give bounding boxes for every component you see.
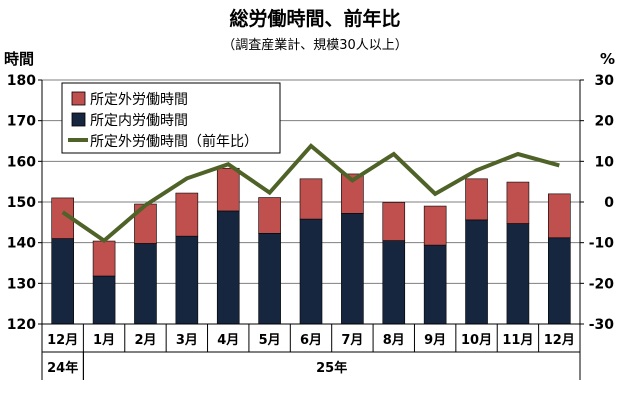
left-tick-label: 150: [7, 195, 36, 211]
legend-swatch-scheduled: [71, 112, 86, 127]
legend-label-yoy: 所定外労働時間（前年比）: [90, 133, 258, 150]
right-tick-label: 10: [595, 154, 615, 170]
right-axis-unit: %: [600, 50, 615, 68]
category-label: 7月: [341, 333, 363, 348]
category-label: 6月: [300, 333, 322, 348]
bar-overtime: [548, 193, 571, 239]
bar-overtime: [299, 178, 323, 220]
left-tick-label: 180: [7, 73, 36, 89]
bar-scheduled: [506, 223, 530, 325]
category-label: 12月: [544, 333, 575, 348]
bar-overtime: [258, 197, 281, 234]
category-label: 9月: [424, 333, 446, 348]
left-tick-labels: 120 130 140 150 160 170 180: [7, 73, 42, 333]
year-label: 24年: [47, 360, 78, 376]
chart-subtitle: （調査産業計、規模30人以上）: [222, 37, 408, 53]
bar-overtime: [216, 167, 240, 212]
bar-scheduled: [341, 213, 364, 325]
right-tick-label: 20: [595, 114, 615, 130]
right-tick-labels: -30 -20 -10 0 10 20 30: [580, 73, 614, 333]
bar-overtime: [382, 202, 406, 241]
legend-swatch-overtime: [71, 91, 86, 106]
legend-label-overtime: 所定外労働時間: [90, 92, 188, 108]
category-label: 8月: [383, 333, 405, 348]
left-tick-label: 130: [7, 276, 36, 292]
right-tick-label: -30: [589, 317, 615, 333]
yoy-line: [61, 143, 560, 244]
bar-overtime: [175, 192, 199, 237]
bar-scheduled: [92, 275, 116, 325]
category-label: 11月: [502, 333, 533, 348]
left-tick-label: 160: [7, 154, 36, 170]
legend-label-scheduled: 所定内労働時間: [90, 113, 188, 129]
bar-scheduled: [175, 235, 199, 325]
category-label: 12月: [47, 333, 78, 348]
legend: 所定外労働時間 所定内労働時間 所定外労働時間（前年比）: [61, 82, 281, 154]
category-label: 1月: [93, 333, 115, 348]
bar-scheduled: [134, 243, 157, 325]
chart-title: 総労働時間、前年比: [229, 7, 400, 30]
category-label: 3月: [176, 333, 198, 348]
bar-overtime: [465, 178, 488, 221]
right-tick-label: -10: [589, 236, 615, 252]
left-tick-label: 140: [7, 236, 36, 252]
right-tick-label: 30: [595, 73, 615, 89]
bar-overtime: [423, 205, 447, 246]
legend-box: [61, 82, 281, 154]
left-tick-label: 120: [7, 317, 36, 333]
yoy-series-line: [61, 143, 560, 244]
category-label: 10月: [461, 333, 492, 348]
left-tick-label: 170: [7, 114, 36, 130]
left-axis-unit: 時間: [4, 50, 34, 68]
bar-scheduled: [465, 219, 488, 325]
bar-scheduled: [382, 240, 406, 325]
category-label: 2月: [134, 333, 156, 348]
bar-scheduled: [51, 238, 74, 325]
year-label: 25年: [316, 360, 347, 376]
bar-scheduled: [216, 210, 240, 325]
bar-overtime: [341, 173, 364, 214]
bar-scheduled: [299, 218, 323, 325]
category-label: 4月: [217, 333, 239, 348]
bar-overtime: [506, 181, 530, 224]
right-tick-label: -20: [589, 276, 615, 292]
category-table: 12月 1月 2月 3月 4月 5月 6月 7月 8月 9月 10月 11月 12月 24年 25年: [41, 324, 581, 380]
bar-overtime: [92, 240, 116, 277]
bar-scheduled: [548, 237, 571, 325]
bar-scheduled: [423, 244, 447, 325]
bars: [51, 167, 571, 325]
bar-scheduled: [258, 233, 281, 325]
right-tick-label: 0: [604, 195, 614, 211]
category-label: 5月: [259, 333, 281, 348]
